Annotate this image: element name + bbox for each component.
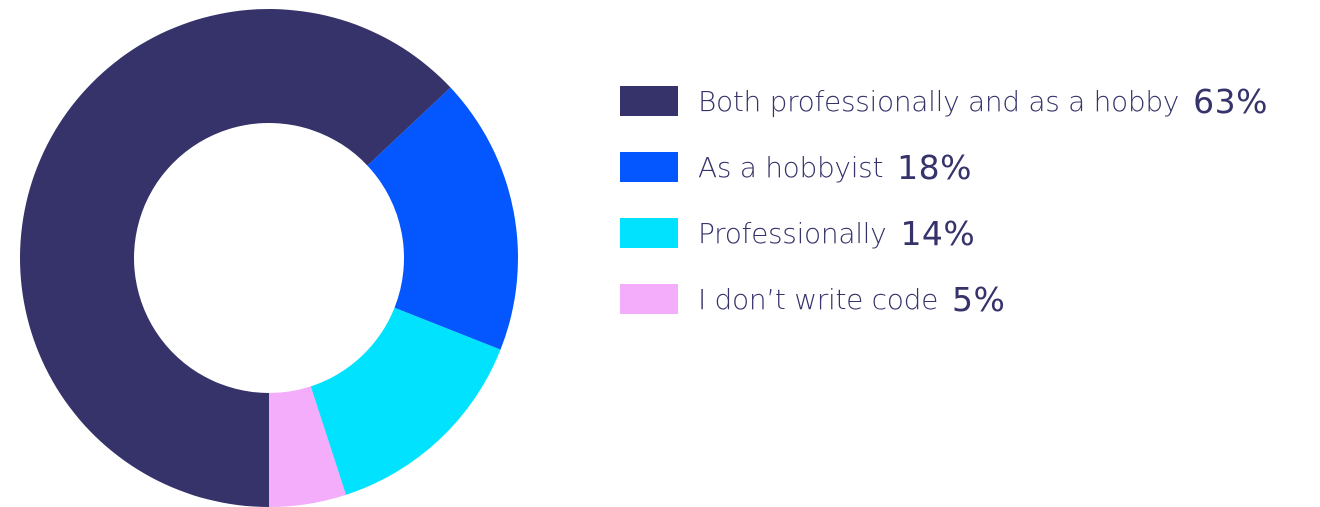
legend-swatch-no-code: [620, 284, 678, 314]
legend-value-professionally: 14%: [900, 213, 976, 253]
legend-label-both: Both professionally and as a hobby: [698, 84, 1180, 118]
legend-item-professionally: Professionally 14%: [620, 200, 1268, 266]
legend-swatch-both: [620, 86, 678, 116]
legend-item-both: Both professionally and as a hobby 63%: [620, 68, 1268, 134]
legend: Both professionally and as a hobby 63% A…: [620, 68, 1268, 332]
legend-item-no-code: I don’t write code 5%: [620, 266, 1268, 332]
donut-slice-professionally: [310, 307, 501, 495]
donut-slice-both: [20, 8, 451, 507]
legend-label-hobbyist: As a hobbyist: [698, 150, 884, 184]
donut-slice-no-code: [269, 386, 346, 507]
legend-value-no-code: 5%: [952, 279, 1006, 319]
legend-swatch-hobbyist: [620, 152, 678, 182]
legend-label-no-code: I don’t write code: [698, 282, 939, 316]
donut-chart: [20, 8, 518, 507]
legend-label-professionally: Professionally: [698, 216, 887, 250]
donut-slice-hobbyist: [367, 87, 518, 350]
legend-value-both: 63%: [1193, 81, 1268, 121]
legend-item-hobbyist: As a hobbyist 18%: [620, 134, 1268, 200]
legend-swatch-professionally: [620, 218, 678, 248]
legend-value-hobbyist: 18%: [897, 147, 973, 187]
